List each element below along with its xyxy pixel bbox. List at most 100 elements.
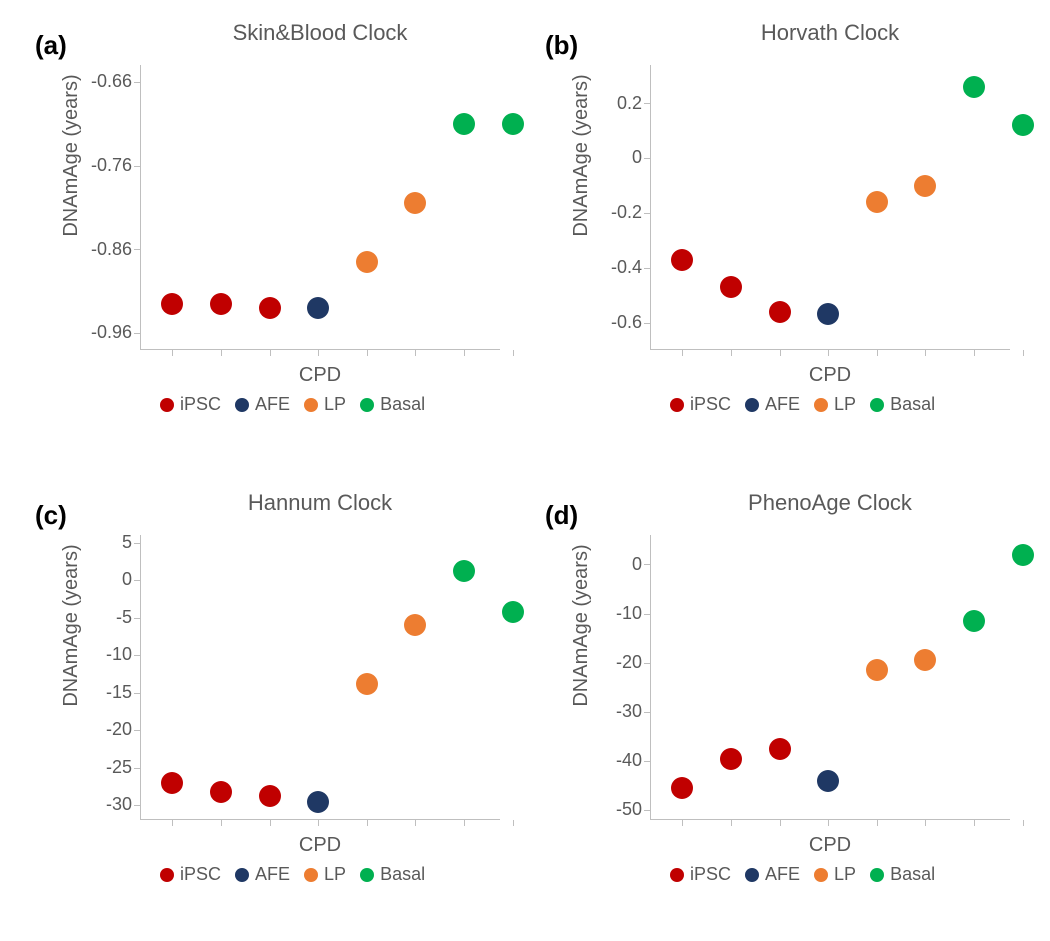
y-tick	[644, 268, 650, 269]
data-marker	[161, 772, 183, 794]
legend-label: Basal	[380, 864, 425, 885]
legend-label: LP	[324, 394, 346, 415]
x-tick	[513, 350, 514, 356]
legend-item: AFE	[235, 394, 290, 415]
data-marker	[866, 659, 888, 681]
data-marker	[720, 748, 742, 770]
x-tick	[513, 820, 514, 826]
x-tick	[318, 820, 319, 826]
x-tick	[731, 820, 732, 826]
x-axis-line	[650, 819, 1010, 820]
x-tick	[877, 820, 878, 826]
legend-label: AFE	[255, 394, 290, 415]
x-tick	[925, 350, 926, 356]
y-axis-line	[650, 535, 651, 820]
x-tick	[1023, 350, 1024, 356]
x-axis-line	[140, 349, 500, 350]
legend-item: LP	[304, 864, 346, 885]
legend-item: LP	[814, 394, 856, 415]
legend-swatch	[745, 868, 759, 882]
y-tick-label: -0.6	[572, 312, 642, 333]
panel-c: (c)Hannum Clock50-5-10-15-20-25-30DNAmAg…	[35, 480, 525, 935]
legend-label: Basal	[380, 394, 425, 415]
plot-area: 0-10-20-30-40-50	[650, 535, 1010, 820]
y-tick-label: -50	[572, 799, 642, 820]
legend-swatch	[870, 868, 884, 882]
data-marker	[1012, 544, 1034, 566]
legend-item: Basal	[360, 394, 425, 415]
x-tick	[780, 820, 781, 826]
legend-item: iPSC	[670, 394, 731, 415]
legend-swatch	[160, 398, 174, 412]
data-marker	[259, 785, 281, 807]
y-tick-label: -30	[62, 794, 132, 815]
x-tick	[270, 350, 271, 356]
y-tick	[134, 805, 140, 806]
y-tick	[134, 543, 140, 544]
panel-d: (d)PhenoAge Clock0-10-20-30-40-50DNAmAge…	[545, 480, 1035, 935]
y-axis-label: DNAmAge (years)	[60, 13, 83, 298]
legend-label: Basal	[890, 394, 935, 415]
data-marker	[963, 610, 985, 632]
x-tick	[172, 350, 173, 356]
data-marker	[307, 297, 329, 319]
data-marker	[210, 781, 232, 803]
x-tick	[318, 350, 319, 356]
legend-item: iPSC	[160, 394, 221, 415]
x-tick	[974, 350, 975, 356]
plot-area: -0.66-0.76-0.86-0.96	[140, 65, 500, 350]
legend-swatch	[304, 868, 318, 882]
data-marker	[453, 560, 475, 582]
legend-swatch	[235, 398, 249, 412]
legend-swatch	[304, 398, 318, 412]
x-tick	[221, 350, 222, 356]
x-tick	[682, 350, 683, 356]
y-axis-label: DNAmAge (years)	[570, 483, 593, 768]
legend-item: AFE	[745, 394, 800, 415]
x-tick	[780, 350, 781, 356]
legend-item: Basal	[870, 864, 935, 885]
legend-swatch	[360, 398, 374, 412]
data-marker	[356, 673, 378, 695]
x-axis-label: CPD	[650, 364, 1010, 387]
legend: iPSC AFE LP Basal	[160, 864, 425, 887]
y-axis-label: DNAmAge (years)	[60, 483, 83, 768]
data-marker	[210, 293, 232, 315]
data-marker	[720, 276, 742, 298]
data-marker	[1012, 114, 1034, 136]
x-tick	[172, 820, 173, 826]
x-axis-line	[650, 349, 1010, 350]
legend-label: AFE	[765, 864, 800, 885]
legend: iPSC AFE LP Basal	[670, 864, 935, 887]
y-tick	[644, 213, 650, 214]
y-tick	[134, 249, 140, 250]
legend-item: LP	[304, 394, 346, 415]
legend-swatch	[814, 398, 828, 412]
x-tick	[367, 350, 368, 356]
x-tick	[682, 820, 683, 826]
x-tick	[828, 350, 829, 356]
legend-swatch	[870, 398, 884, 412]
y-tick	[134, 768, 140, 769]
legend-item: Basal	[870, 394, 935, 415]
x-tick	[464, 350, 465, 356]
legend-item: iPSC	[670, 864, 731, 885]
data-marker	[453, 113, 475, 135]
y-tick	[134, 618, 140, 619]
y-axis-line	[140, 65, 141, 350]
data-marker	[914, 649, 936, 671]
legend-item: iPSC	[160, 864, 221, 885]
legend-swatch	[235, 868, 249, 882]
legend-swatch	[814, 868, 828, 882]
legend-item: AFE	[235, 864, 290, 885]
plot-area: 0.20-0.2-0.4-0.6	[650, 65, 1010, 350]
x-tick	[828, 820, 829, 826]
panel-title: Horvath Clock	[650, 20, 1010, 46]
data-marker	[963, 76, 985, 98]
y-axis-line	[650, 65, 651, 350]
plot-area: 50-5-10-15-20-25-30	[140, 535, 500, 820]
legend-swatch	[670, 398, 684, 412]
panel-title: Hannum Clock	[140, 490, 500, 516]
legend-label: iPSC	[690, 394, 731, 415]
legend-label: LP	[834, 864, 856, 885]
